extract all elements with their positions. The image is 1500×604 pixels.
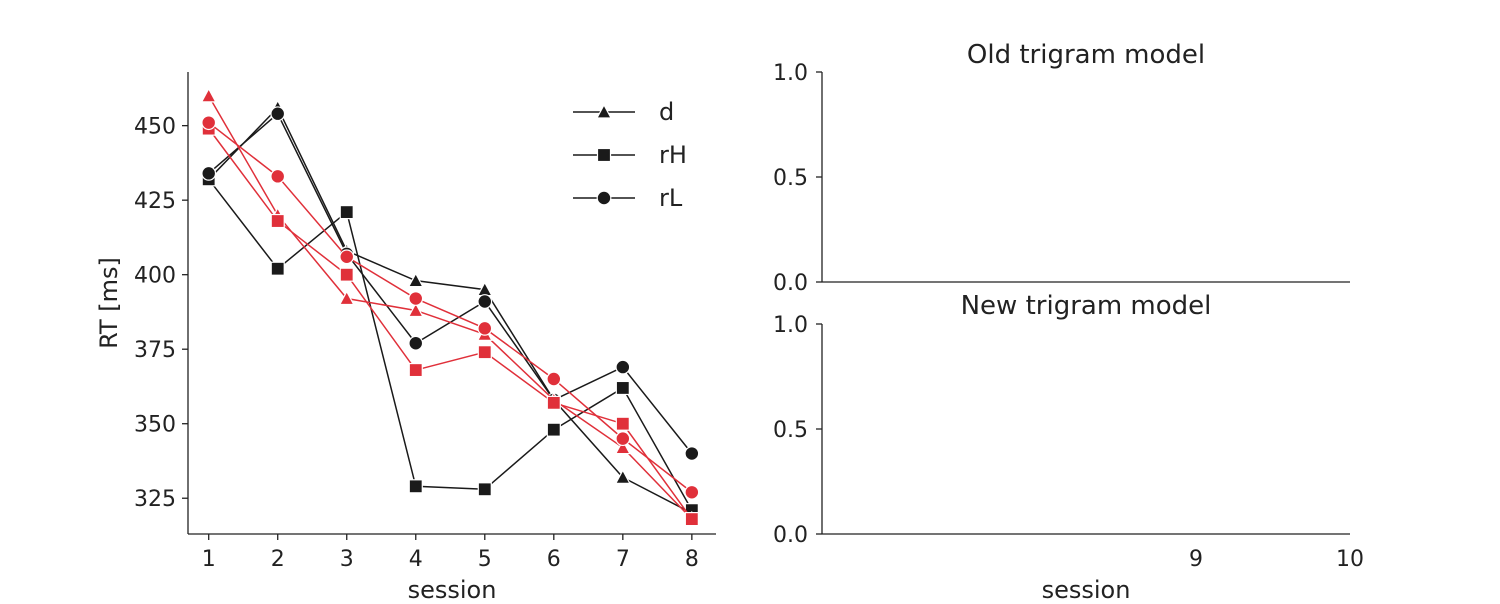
left-x-tick-label: 5 xyxy=(478,547,492,572)
old-trigram-title: Old trigram model xyxy=(967,40,1205,70)
legend-entry-rH: rH xyxy=(573,141,687,169)
data-point-red-circle xyxy=(477,320,493,336)
left-x-tick-label: 4 xyxy=(409,547,423,572)
series-line-red-square xyxy=(208,128,693,520)
legend-marker xyxy=(595,103,613,119)
data-point-black-circle xyxy=(201,165,217,181)
data-point-red-square xyxy=(684,511,699,527)
data-point-black-triangle xyxy=(614,469,631,484)
legend: d rH rL xyxy=(573,98,687,212)
data-point-red-square xyxy=(408,362,423,378)
left-y-tick-label: 325 xyxy=(134,487,176,512)
data-point-black-circle xyxy=(615,359,631,375)
data-point-black-circle xyxy=(684,446,700,461)
data-point-red-square xyxy=(339,267,354,282)
series-line-black-circle xyxy=(208,112,693,454)
left-y-tick-label: 350 xyxy=(134,413,176,438)
data-point-black-square xyxy=(615,380,630,396)
data-point-black-circle xyxy=(477,294,493,309)
data-point-red-triangle xyxy=(407,302,424,318)
legend-label: d xyxy=(659,98,674,126)
data-point-black-circle xyxy=(408,335,424,351)
data-point-black-square xyxy=(339,204,354,220)
right-y-tick-label: 0.0 xyxy=(773,271,808,296)
data-point-red-triangle xyxy=(200,87,217,103)
series-black-circle xyxy=(201,106,700,461)
data-point-red-circle xyxy=(615,431,631,447)
data-point-red-square xyxy=(615,416,630,431)
left-x-tick-label: 6 xyxy=(547,547,561,572)
new-trigram-panel: New trigram model 0.0 0.5 1.0 9 10 session xyxy=(773,291,1364,604)
data-point-black-triangle xyxy=(407,272,424,288)
left-y-tick-label: 400 xyxy=(134,264,176,289)
left-y-axis-label: RT [ms] xyxy=(95,257,123,349)
left-y-tick-label: 375 xyxy=(134,338,176,363)
data-point-red-circle xyxy=(684,484,700,500)
left-x-axis-label: session xyxy=(408,576,497,600)
new-y-ticks: 0.0 0.5 1.0 xyxy=(773,313,822,548)
legend-entry-rL: rL xyxy=(573,184,683,212)
right-y-tick-label: 0.5 xyxy=(773,418,808,443)
left-y-tick-label: 450 xyxy=(134,115,176,140)
old-trigram-panel: Old trigram model 0.0 0.5 1.0 xyxy=(773,40,1350,296)
data-point-red-circle xyxy=(339,249,355,265)
series-black-triangle xyxy=(200,99,700,520)
data-point-red-square xyxy=(270,213,285,229)
series-line-black-triangle xyxy=(208,106,693,514)
data-point-black-square xyxy=(408,479,423,494)
data-point-red-square xyxy=(477,345,492,360)
series-layer xyxy=(200,87,700,527)
series-line-black-square xyxy=(208,178,693,511)
old-y-ticks: 0.0 0.5 1.0 xyxy=(773,61,822,296)
data-point-red-triangle xyxy=(614,439,631,455)
legend-marker xyxy=(596,147,612,163)
new-x-axis-label: session xyxy=(1042,576,1131,600)
left-x-ticks: 1 2 3 4 5 6 7 8 xyxy=(202,534,699,572)
data-point-red-circle xyxy=(546,371,562,387)
legend-label: rH xyxy=(659,141,687,169)
left-y-tick-label: 425 xyxy=(134,189,176,214)
rt-panel: 325 350 375 400 425 450 1 2 3 4 5 6 7 8 session RT [… xyxy=(95,72,716,604)
left-y-ticks: 325 350 375 400 425 450 xyxy=(134,115,188,512)
series-red-circle xyxy=(201,115,700,500)
data-point-black-square xyxy=(546,422,561,437)
legend-label: rL xyxy=(659,184,683,212)
new-trigram-title: New trigram model xyxy=(961,291,1212,321)
new-x-tick-9: 9 xyxy=(1189,547,1203,572)
right-y-tick-label: 0.5 xyxy=(773,166,808,191)
series-line-red-circle xyxy=(208,122,693,493)
legend-marker xyxy=(596,190,612,206)
data-point-red-square xyxy=(546,395,561,410)
left-x-tick-label: 3 xyxy=(340,547,354,572)
right-y-tick-label: 0.0 xyxy=(773,523,808,548)
legend-entry-d: d xyxy=(573,98,674,126)
data-point-red-circle xyxy=(201,115,217,131)
data-point-red-triangle xyxy=(338,290,355,306)
data-point-black-square xyxy=(477,482,492,497)
data-point-red-circle xyxy=(270,168,286,184)
data-point-black-square xyxy=(270,261,285,276)
left-x-tick-label: 1 xyxy=(202,547,216,572)
data-point-black-circle xyxy=(270,106,286,122)
left-x-tick-label: 8 xyxy=(685,547,699,572)
series-line-red-triangle xyxy=(208,95,693,520)
new-x-tick-10: 10 xyxy=(1336,547,1364,572)
data-point-red-circle xyxy=(408,291,424,306)
left-x-tick-label: 2 xyxy=(271,547,285,572)
left-x-tick-label: 7 xyxy=(616,547,630,572)
right-y-tick-label: 1.0 xyxy=(773,313,808,338)
right-y-tick-label: 1.0 xyxy=(773,61,808,86)
